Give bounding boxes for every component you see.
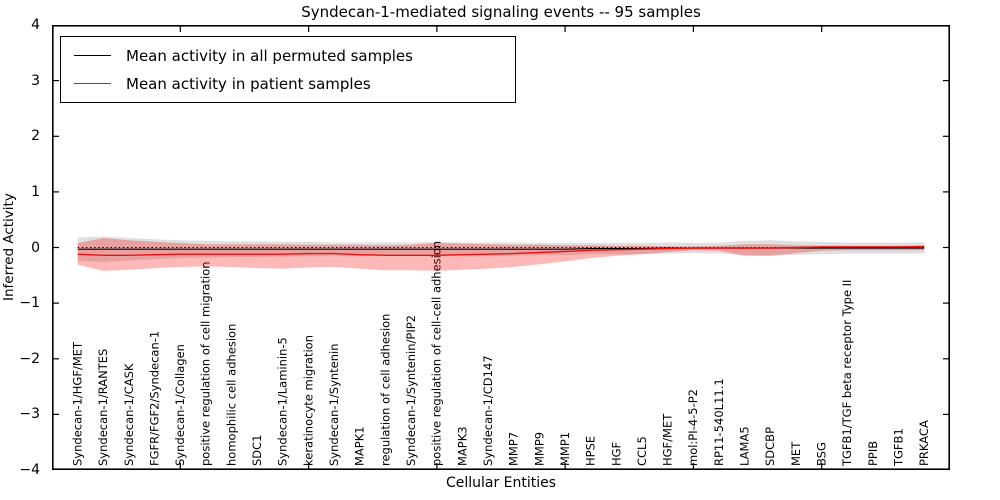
x-category-labels: Syndecan-1/HGF/MET Syndecan-1/RANTES Synde…: [70, 241, 931, 467]
x-tick-label: HGF: [609, 442, 623, 466]
y-tick-label: −2: [19, 350, 40, 367]
y-tick-label: 0: [31, 239, 40, 256]
x-tick-label: LAMA5: [737, 426, 751, 466]
legend-label-permuted: Mean activity in all permuted samples: [126, 46, 413, 65]
y-tick-label: 4: [31, 17, 40, 33]
x-tick-label: TGFB1: [891, 428, 905, 467]
x-tick-label: CCL5: [635, 436, 649, 466]
x-tick-label: SDC1: [250, 434, 264, 466]
patient-line-swatch: [74, 83, 111, 84]
y-tick-label: −4: [19, 462, 40, 478]
x-tick-label: Syndecan-1/Laminin-5: [276, 337, 290, 466]
x-tick-label: RP11-540L11.1: [712, 378, 726, 466]
x-tick-label: Syndecan-1/RANTES: [96, 349, 110, 466]
x-tick-label: MAPK1: [353, 426, 367, 466]
y-tick-label: 3: [31, 72, 40, 89]
x-tick-label: mol:PI-4-5-P2: [686, 389, 700, 466]
y-tick-label: −3: [19, 406, 40, 423]
x-tick-label: Syndecan-1/Syntenin: [327, 343, 341, 466]
x-tick-label: Syndecan-1/Syntenin/PIP2: [404, 315, 418, 466]
legend-label-patient: Mean activity in patient samples: [126, 74, 371, 93]
y-tick-label: 1: [31, 183, 40, 200]
x-tick-label: MAPK3: [455, 426, 469, 466]
x-tick-label: PRKACA: [917, 420, 931, 466]
x-tick-label: regulation of cell adhesion: [378, 314, 392, 466]
x-tick-label: HPSE: [584, 436, 598, 466]
y-tick-label: −1: [19, 295, 40, 312]
x-tick-label: positive regulation of cell-cell adhesio…: [430, 241, 444, 466]
x-tick-label: TGFB1/TGF beta receptor Type II: [840, 280, 854, 467]
x-tick-label: MMP9: [532, 432, 546, 466]
x-tick-label: Syndecan-1/HGF/MET: [70, 341, 84, 466]
x-tick-label: HGF/MET: [661, 413, 675, 466]
x-tick-label: Syndecan-1/CD147: [481, 355, 495, 466]
x-tick-label: BSG: [814, 442, 828, 466]
x-tick-label: MET: [789, 441, 803, 466]
chart-title: Syndecan-1-mediated signaling events -- …: [301, 3, 701, 21]
patient-mean-line: [77, 245, 925, 257]
x-tick-label: Syndecan-1/Collagen: [173, 344, 187, 466]
x-tick-label: SDCBP: [763, 427, 777, 466]
x-tick-label: keratinocyte migration: [301, 335, 315, 466]
legend: Mean activity in all permuted samples Me…: [60, 36, 516, 103]
x-tick-label: MMP1: [558, 432, 572, 466]
legend-item-patient: Mean activity in patient samples: [74, 72, 505, 95]
x-tick-label: PPIB: [866, 441, 880, 466]
y-tick-label: 2: [31, 128, 40, 145]
x-tick-label: homophilic cell adhesion: [224, 324, 238, 466]
permuted-line-swatch: [74, 55, 111, 56]
x-tick-label: FGFR/FGF2/Syndecan-1: [147, 331, 161, 466]
x-tick-label: positive regulation of cell migration: [199, 261, 213, 466]
plot-border: [52, 25, 950, 470]
legend-item-permuted: Mean activity in all permuted samples: [74, 44, 505, 67]
x-tick-label: Syndecan-1/CASK: [122, 363, 136, 466]
plot-area: Syndecan-1/HGF/MET Syndecan-1/RANTES Synde…: [52, 25, 950, 470]
y-axis-ticks: 4 3 2 1 0 −1 −2 −3 −4: [0, 0, 46, 500]
x-axis-label: Cellular Entities: [445, 475, 557, 491]
x-tick-label: MMP7: [507, 432, 521, 466]
